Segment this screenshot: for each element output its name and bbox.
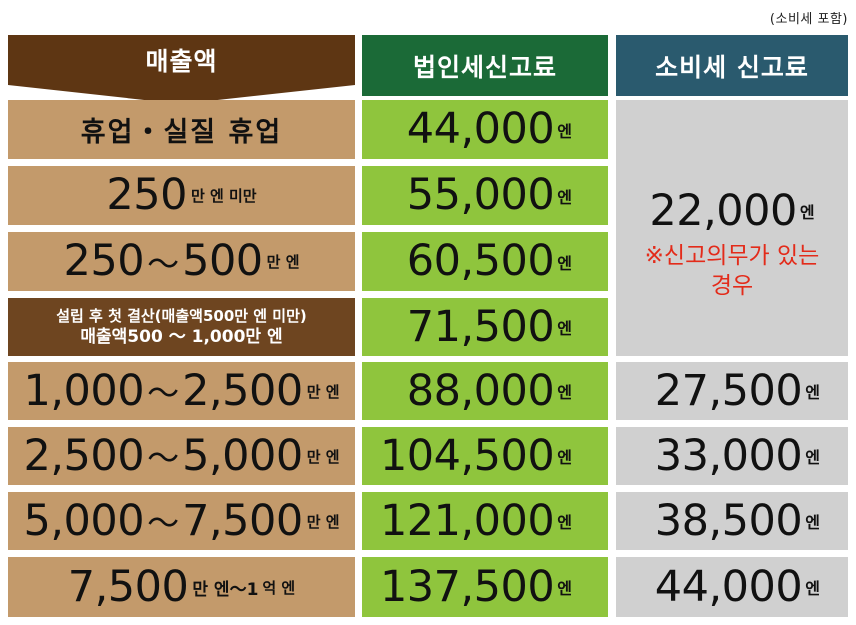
fee-value: 44,000 (406, 104, 555, 154)
yen-unit: 엔 (557, 121, 572, 141)
sales-from: 1,000 (23, 365, 145, 416)
sales-to: 5,000 (182, 430, 303, 481)
consumption-fee-row-8: 44,000 엔 (616, 557, 848, 617)
fee-value: 33,000 (654, 430, 803, 481)
sales-to: 500 (182, 236, 263, 286)
sales-suffix: 만 엔 (306, 512, 340, 531)
yen-unit: 엔 (557, 513, 572, 532)
sales-cell-row-5: 1,000 ～ 2,500 만 엔 (8, 362, 355, 420)
consumption-fee-row-5: 27,500 엔 (616, 362, 848, 420)
fee-value: 137,500 (379, 561, 555, 612)
sales-suffix: 만 엔 미만 (190, 187, 257, 205)
yen-unit: 엔 (557, 383, 572, 402)
sales-cell-row-6: 2,500 ～ 5,000 만 엔 (8, 427, 355, 485)
yen-unit: 엔 (557, 187, 572, 207)
sales-from: 250 (63, 236, 145, 286)
sales-suffix: 억 엔 (262, 578, 296, 597)
first-settlement-range: 매출액500 ～ 1,000만 엔 (80, 327, 283, 347)
sales-to: 2,500 (182, 365, 303, 416)
yen-unit: 엔 (557, 579, 572, 598)
filing-obligation-note: ※신고의무가 있는 경우 (644, 242, 820, 299)
fee-value: 55,000 (406, 170, 555, 220)
fee-value: 71,500 (406, 301, 555, 352)
header-corporate-tax-fee: 법인세신고료 (362, 35, 608, 96)
tax-included-note: (소비세 포함) (769, 12, 848, 27)
corporate-fee-row-6: 104,500 엔 (362, 427, 608, 485)
sales-cell-row-8: 7,500 만 엔～1 억 엔 (8, 557, 355, 617)
fee-value: 22,000 (649, 185, 797, 236)
sales-amount: 250 (106, 170, 187, 220)
sales-cell-row-7: 5,000 ～ 7,500 만 엔 (8, 492, 355, 550)
fee-value: 88,000 (406, 365, 555, 416)
consumption-fee-row-7: 38,500 엔 (616, 492, 848, 550)
sales-label: 휴업・실질 휴업 (80, 117, 283, 148)
range-tilde: ～ (147, 439, 180, 477)
sales-to: 7,500 (182, 495, 303, 546)
sales-from: 5,000 (23, 495, 145, 546)
fee-value: 60,500 (406, 236, 555, 286)
corporate-fee-row-2: 55,000 엔 (362, 166, 608, 225)
sales-from: 7,500 (67, 561, 189, 612)
yen-unit: 엔 (557, 253, 572, 273)
sales-suffix: 만 엔 (306, 382, 340, 401)
range-tilde: ～ (147, 244, 180, 283)
sales-cell-row-3: 250 ～ 500 만 엔 (8, 232, 355, 291)
corporate-fee-row-4: 71,500 엔 (362, 298, 608, 356)
corporate-fee-row-1: 44,000 엔 (362, 100, 608, 159)
consumption-fee-row-6: 33,000 엔 (616, 427, 848, 485)
corporate-fee-row-7: 121,000 엔 (362, 492, 608, 550)
sales-from: 2,500 (23, 430, 145, 481)
yen-unit: 엔 (805, 448, 820, 467)
yen-unit: 엔 (557, 448, 572, 467)
sales-header-arrow (8, 85, 355, 104)
fee-value: 38,500 (654, 495, 803, 546)
first-settlement-line: 설립 후 첫 결산(매출액500만 엔 미만) (56, 307, 307, 325)
range-tilde: ～ (147, 504, 180, 542)
sales-suffix: 만 엔 (266, 253, 300, 271)
header-consumption-tax-fee: 소비세 신고료 (616, 35, 848, 96)
range-tilde: ～ (147, 374, 180, 412)
corporate-fee-row-5: 88,000 엔 (362, 362, 608, 420)
yen-unit: 엔 (805, 513, 820, 532)
fee-value: 104,500 (379, 430, 555, 481)
fee-value: 27,500 (654, 365, 803, 416)
consumption-fee-merged: 22,000 엔 ※신고의무가 있는 경우 (616, 100, 848, 356)
fee-value: 44,000 (654, 561, 803, 612)
corporate-fee-row-3: 60,500 엔 (362, 232, 608, 291)
sales-mid: 만 엔～1 (192, 579, 259, 600)
sales-suffix: 만 엔 (306, 447, 340, 466)
yen-unit: 엔 (557, 319, 572, 338)
yen-unit: 엔 (799, 203, 815, 222)
sales-cell-row-1: 휴업・실질 휴업 (8, 100, 355, 159)
fee-value: 121,000 (379, 495, 555, 546)
sales-cell-row-4-first-settlement: 설립 후 첫 결산(매출액500만 엔 미만) 매출액500 ～ 1,000만 … (8, 298, 355, 356)
sales-cell-row-2: 250 만 엔 미만 (8, 166, 355, 225)
corporate-fee-row-8: 137,500 엔 (362, 557, 608, 617)
yen-unit: 엔 (805, 383, 820, 402)
header-sales: 매출액 (8, 35, 355, 85)
yen-unit: 엔 (805, 579, 820, 598)
